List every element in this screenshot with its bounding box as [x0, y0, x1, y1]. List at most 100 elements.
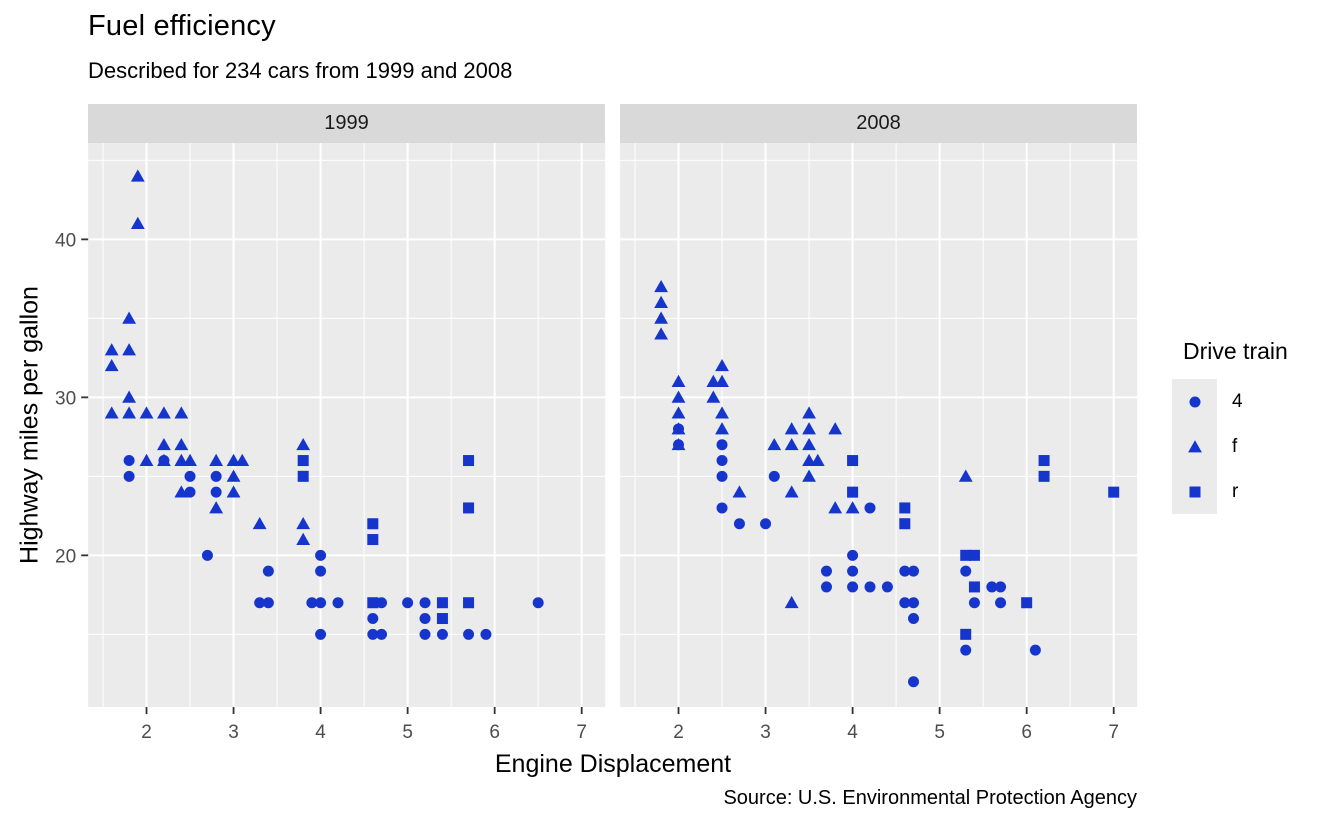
data-point	[183, 453, 197, 466]
data-point	[654, 311, 669, 324]
legend-keybox	[1172, 379, 1217, 424]
data-point	[768, 470, 780, 482]
data-point	[122, 406, 137, 419]
y-axis-title: Highway miles per gallon	[15, 286, 44, 564]
square-icon	[1189, 486, 1200, 497]
data-point	[367, 613, 379, 625]
data-point	[104, 406, 119, 419]
data-point	[209, 501, 224, 514]
x-tick-label: 3	[760, 722, 771, 743]
data-point	[847, 549, 859, 561]
data-point	[262, 597, 274, 609]
data-point	[139, 453, 154, 466]
data-point	[463, 597, 475, 609]
data-point	[1038, 455, 1050, 467]
data-point	[122, 311, 137, 324]
data-point	[732, 485, 747, 498]
data-point	[184, 486, 196, 498]
data-point	[1029, 644, 1041, 656]
x-tick-label: 2	[673, 722, 684, 743]
data-point	[968, 597, 980, 609]
data-point	[899, 597, 911, 609]
data-point	[130, 216, 145, 229]
x-tick-label: 4	[315, 722, 326, 743]
data-point	[908, 565, 920, 577]
x-tick-label: 3	[228, 722, 239, 743]
data-point	[123, 455, 135, 467]
data-point	[209, 453, 224, 466]
data-point	[715, 374, 729, 387]
x-tick-label: 5	[934, 722, 945, 743]
data-point	[654, 327, 669, 340]
data-point	[463, 628, 475, 640]
data-point	[226, 453, 241, 466]
data-point	[235, 453, 250, 466]
data-point	[332, 597, 344, 609]
data-point	[297, 470, 309, 482]
circle-icon	[1189, 396, 1200, 407]
data-point	[315, 549, 327, 561]
legend-label: f	[1232, 435, 1238, 457]
legend-item-4wd: 4	[1172, 379, 1344, 424]
data-point	[252, 516, 267, 530]
triangle-icon	[1187, 439, 1202, 452]
data-point	[784, 485, 799, 498]
data-point	[157, 437, 171, 451]
data-point	[802, 406, 816, 419]
data-point	[480, 628, 492, 640]
x-tick-label: 4	[847, 722, 858, 743]
panel-background	[88, 143, 606, 707]
data-point	[847, 565, 859, 577]
data-point	[899, 502, 911, 514]
data-point	[226, 469, 241, 482]
data-point	[201, 549, 213, 561]
data-point	[122, 343, 137, 356]
data-point	[995, 597, 1007, 609]
x-tick-label: 7	[1108, 722, 1119, 743]
panel-background	[620, 143, 1138, 707]
data-point	[960, 644, 972, 656]
data-point	[802, 422, 816, 435]
data-point	[315, 597, 327, 609]
data-point	[810, 453, 825, 466]
data-point	[463, 502, 475, 514]
data-point	[960, 628, 972, 640]
data-point	[715, 358, 729, 372]
legend: Drive train 4 f r	[1172, 338, 1344, 514]
data-point	[986, 581, 998, 593]
x-tick-label: 6	[1021, 722, 1032, 743]
data-point	[654, 279, 669, 293]
data-point	[847, 581, 859, 593]
data-point	[296, 532, 311, 545]
data-point	[174, 485, 189, 498]
source-caption: Source: U.S. Environmental Protection Ag…	[723, 787, 1137, 809]
data-point	[820, 565, 832, 577]
legend-keybox	[1172, 469, 1217, 514]
data-point	[820, 581, 832, 593]
legend-label: 4	[1232, 390, 1243, 412]
data-point	[847, 486, 859, 498]
legend-item-rear: r	[1172, 469, 1344, 514]
data-point	[899, 518, 911, 530]
data-point	[802, 469, 816, 482]
data-point	[174, 453, 189, 466]
legend-label: r	[1232, 480, 1239, 502]
data-point	[122, 390, 137, 403]
data-point	[706, 390, 721, 403]
data-point	[419, 613, 431, 625]
data-point	[715, 406, 729, 419]
data-point	[130, 169, 145, 182]
data-point	[828, 501, 843, 514]
data-point	[828, 422, 843, 435]
data-point	[376, 597, 388, 609]
data-point	[436, 597, 448, 609]
data-point	[376, 628, 388, 640]
data-point	[174, 406, 189, 419]
chart-subtitle: Described for 234 cars from 1999 and 200…	[88, 58, 513, 83]
data-point	[908, 597, 920, 609]
data-point	[315, 565, 327, 577]
data-point	[784, 437, 799, 451]
data-point	[715, 422, 729, 435]
data-point	[296, 437, 311, 451]
